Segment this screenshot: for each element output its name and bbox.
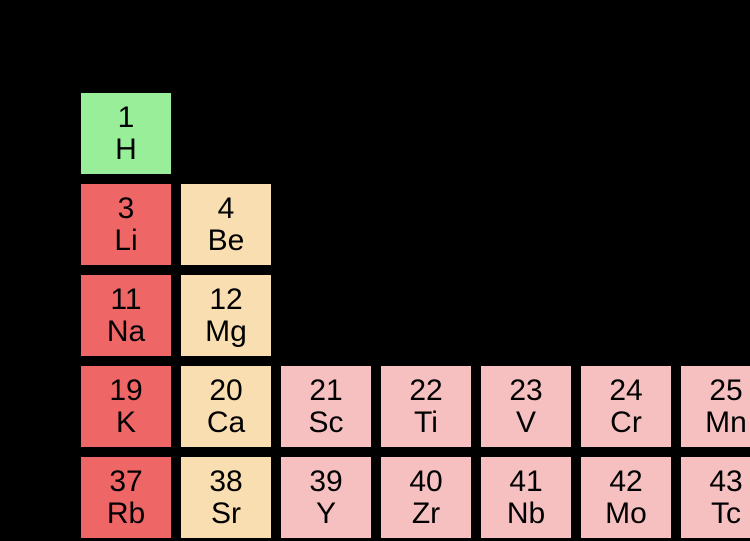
element-number: 23: [509, 375, 542, 407]
element-symbol: Mg: [205, 316, 247, 348]
element-cell-mo: 42Mo: [578, 454, 674, 541]
element-cell-v: 23V: [478, 363, 574, 450]
element-cell-zr: 40Zr: [378, 454, 474, 541]
element-symbol: Ti: [414, 407, 438, 439]
element-symbol: Nb: [507, 498, 545, 530]
element-cell-sr: 38Sr: [178, 454, 274, 541]
element-number: 39: [309, 466, 342, 498]
element-cell-tc: 43Tc: [678, 454, 750, 541]
element-cell-be: 4Be: [178, 181, 274, 268]
element-symbol: Li: [114, 225, 137, 257]
element-number: 43: [709, 466, 742, 498]
element-number: 4: [218, 193, 235, 225]
element-cell-h: 1H: [78, 90, 174, 177]
element-cell-rb: 37Rb: [78, 454, 174, 541]
element-symbol: Y: [316, 498, 336, 530]
element-cell-k: 19K: [78, 363, 174, 450]
element-symbol: V: [516, 407, 536, 439]
element-cell-cr: 24Cr: [578, 363, 674, 450]
element-cell-y: 39Y: [278, 454, 374, 541]
element-number: 20: [209, 375, 242, 407]
element-cell-ca: 20Ca: [178, 363, 274, 450]
element-cell-nb: 41Nb: [478, 454, 574, 541]
element-symbol: Zr: [412, 498, 440, 530]
element-number: 22: [409, 375, 442, 407]
element-symbol: Rb: [107, 498, 145, 530]
element-number: 37: [109, 466, 142, 498]
element-number: 11: [110, 284, 141, 316]
element-number: 42: [609, 466, 642, 498]
element-number: 38: [209, 466, 242, 498]
element-symbol: Mn: [705, 407, 747, 439]
element-cell-ti: 22Ti: [378, 363, 474, 450]
element-number: 19: [109, 375, 142, 407]
element-cell-na: 11Na: [78, 272, 174, 359]
element-cell-mn: 25Mn: [678, 363, 750, 450]
element-symbol: Sr: [211, 498, 241, 530]
element-number: 3: [118, 193, 135, 225]
element-symbol: Tc: [711, 498, 741, 530]
element-number: 24: [609, 375, 642, 407]
element-symbol: Cr: [610, 407, 642, 439]
element-symbol: Ca: [207, 407, 245, 439]
element-cell-sc: 21Sc: [278, 363, 374, 450]
element-number: 40: [409, 466, 442, 498]
element-cell-mg: 12Mg: [178, 272, 274, 359]
element-symbol: Na: [107, 316, 145, 348]
element-symbol: Mo: [605, 498, 647, 530]
element-number: 41: [509, 466, 542, 498]
element-symbol: K: [116, 407, 136, 439]
element-symbol: Sc: [308, 407, 343, 439]
element-number: 25: [709, 375, 742, 407]
element-number: 21: [309, 375, 342, 407]
element-symbol: Be: [208, 225, 245, 257]
element-cell-li: 3Li: [78, 181, 174, 268]
element-number: 12: [209, 284, 242, 316]
element-number: 1: [118, 102, 135, 134]
element-symbol: H: [115, 134, 137, 166]
